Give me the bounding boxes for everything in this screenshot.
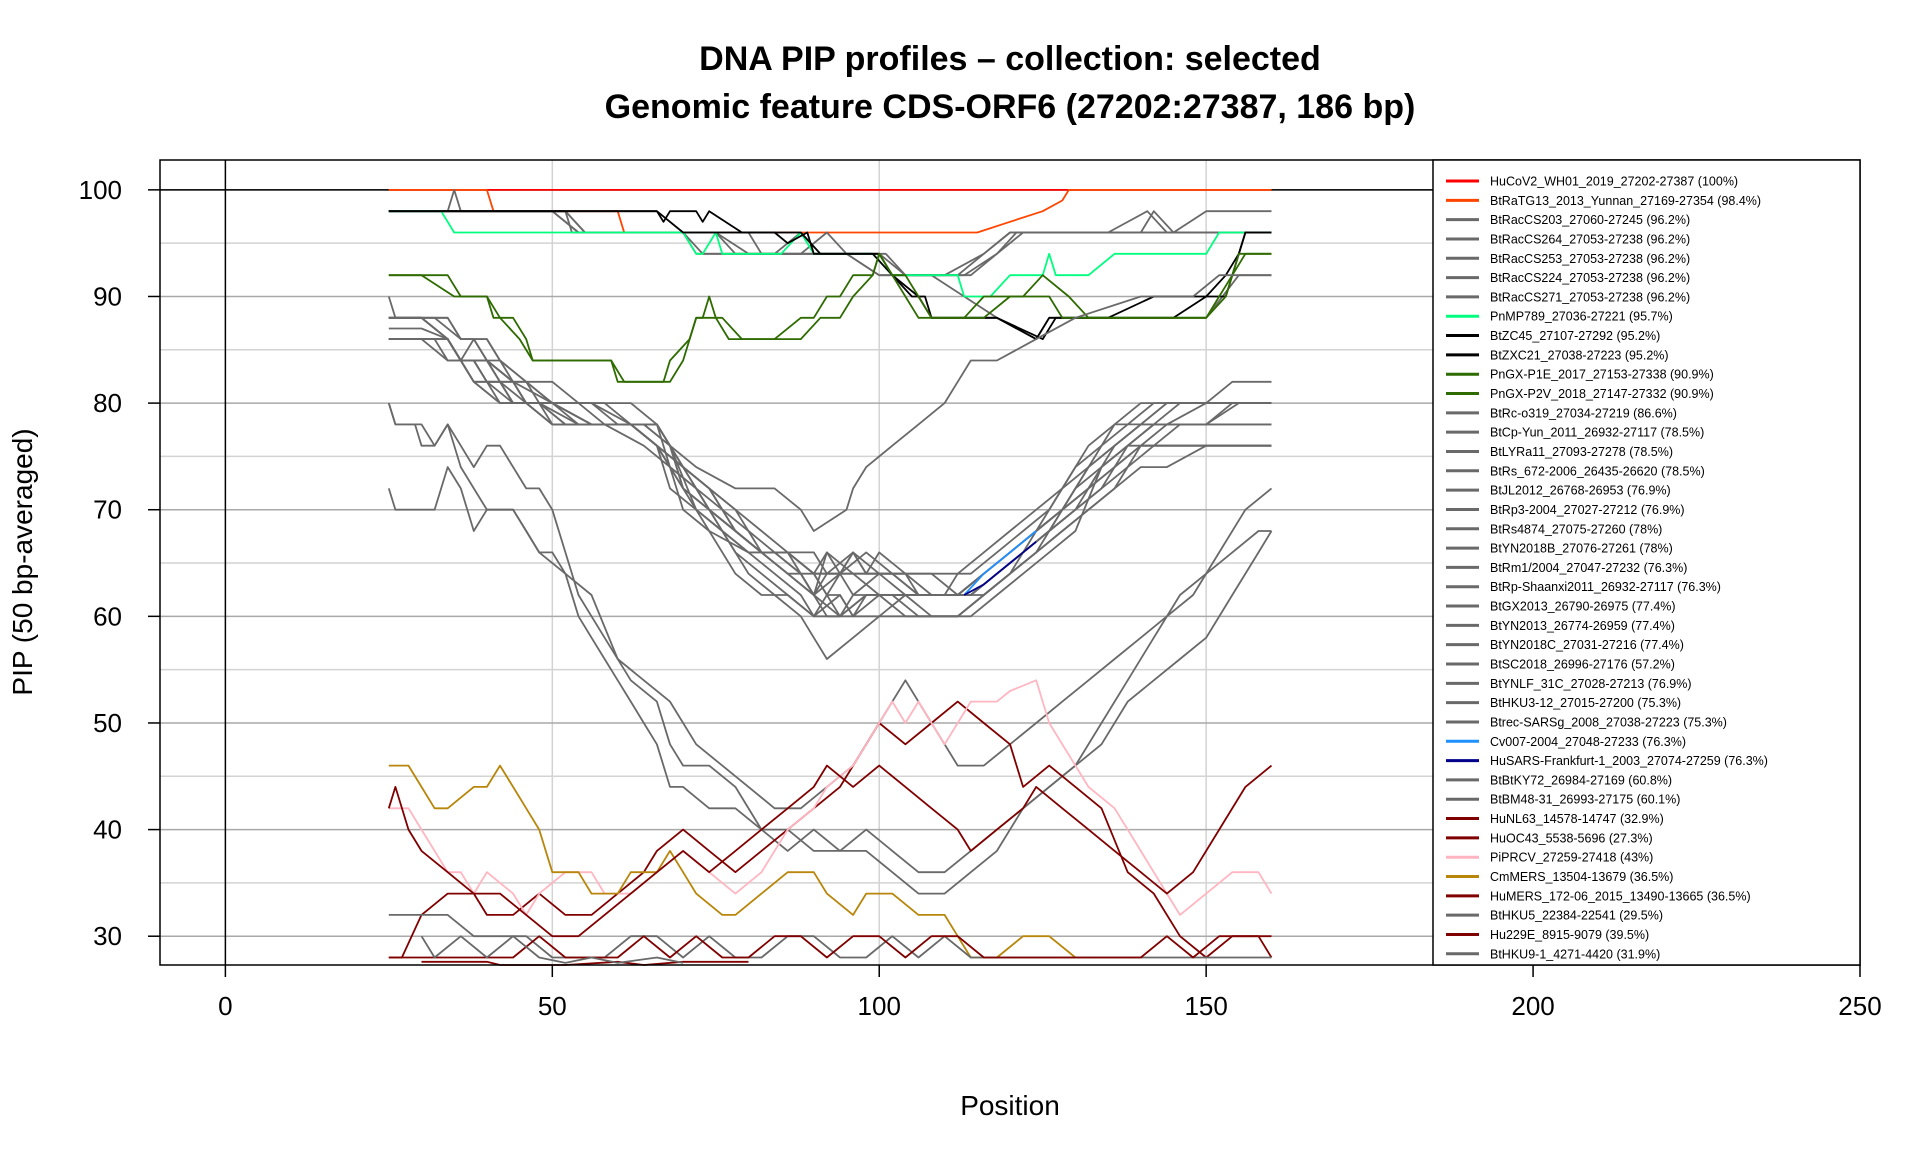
legend-entry: BtRp-Shaanxi2011_26932-27117 (76.3%) <box>1490 580 1721 594</box>
series-line-25 <box>387 402 1273 874</box>
series-line-30 <box>963 541 1037 596</box>
legend-entry: BtLYRa11_27093-27278 (78.5%) <box>1490 445 1673 459</box>
legend: HuCoV2_WH01_2019_27202-27387 (100%) BtRaT… <box>1432 159 1861 966</box>
series-line-37 <box>387 764 1273 938</box>
series-line-8 <box>388 210 1272 341</box>
series-line-27 <box>388 316 1272 618</box>
y-axis: 30 40 50 60 70 80 90 100 <box>79 175 160 951</box>
y-tick-label: 70 <box>93 495 122 525</box>
legend-entry: BtHKU5_22384-22541 (29.5%) <box>1490 909 1663 923</box>
y-tick-label: 30 <box>93 921 122 951</box>
y-tick-label: 100 <box>79 175 122 205</box>
series-line-40 <box>420 935 684 964</box>
legend-entry: BtYN2018B_27076-27261 (78%) <box>1490 542 1673 556</box>
legend-entry: Hu229E_8915-9079 (39.5%) <box>1490 928 1649 942</box>
x-tick-label: 100 <box>858 991 901 1021</box>
legend-entry: BtZXC21_27038-27223 (95.2%) <box>1490 348 1669 362</box>
legend-entry: BtRs_672-2006_26435-26620 (78.5%) <box>1490 464 1705 478</box>
series-line-11 <box>388 252 1272 383</box>
y-axis-label: PIP (50 bp-averaged) <box>7 428 38 695</box>
legend-entry: Btrec-SARSg_2008_27038-27223 (75.3%) <box>1490 715 1727 729</box>
legend-entry: PnGX-P2V_2018_27147-27332 (90.9%) <box>1490 387 1714 401</box>
legend-entry: BtRacCS271_27053-27238 (96.2%) <box>1490 290 1690 304</box>
series-line-21 <box>388 338 1272 618</box>
x-tick-label: 250 <box>1838 991 1881 1021</box>
chart-subtitle: Genomic feature CDS-ORF6 (27202:27387, 1… <box>605 88 1416 126</box>
legend-entry: Cv007-2004_27048-27233 (76.3%) <box>1490 735 1686 749</box>
y-tick-label: 90 <box>93 281 122 311</box>
chart-title: DNA PIP profiles – collection: selected <box>699 40 1321 78</box>
series-lines <box>387 188 1273 966</box>
legend-entry: BtRacCS224_27053-27238 (96.2%) <box>1490 271 1690 285</box>
legend-entry: BtBM48-31_26993-27175 (60.1%) <box>1490 793 1680 807</box>
legend-entry: HuCoV2_WH01_2019_27202-27387 (100%) <box>1490 175 1738 189</box>
legend-entry: BtRacCS203_27060-27245 (96.2%) <box>1490 213 1690 227</box>
legend-entry: HuSARS-Frankfurt-1_2003_27074-27259 (76.… <box>1490 754 1768 768</box>
x-tick-label: 50 <box>538 991 567 1021</box>
y-tick-label: 60 <box>93 601 122 631</box>
legend-entry: HuOC43_5538-5696 (27.3%) <box>1490 831 1653 845</box>
legend-entry: HuNL63_14578-14747 (32.9%) <box>1490 812 1664 826</box>
y-tick-label: 80 <box>93 388 122 418</box>
series-line-6 <box>388 210 1272 341</box>
series-line-9 <box>388 210 1272 341</box>
series-line-29 <box>963 530 1037 596</box>
legend-entry: PnGX-P1E_2017_27153-27338 (90.9%) <box>1490 368 1714 382</box>
legend-entry: HuMERS_172-06_2015_13490-13665 (36.5%) <box>1490 889 1751 903</box>
series-line-17 <box>388 338 1272 618</box>
y-tick-label: 40 <box>93 815 122 845</box>
legend-entry: BtYN2018C_27031-27216 (77.4%) <box>1490 638 1684 652</box>
y-tick-label: 50 <box>93 708 122 738</box>
legend-entry: BtHKU9-1_4271-4420 (31.9%) <box>1490 947 1660 961</box>
legend-entry: BtSC2018_26996-27176 (57.2%) <box>1490 658 1675 672</box>
x-axis: 0 50 100 150 200 250 <box>218 965 1882 1021</box>
series-line-16 <box>388 338 1272 618</box>
legend-entry: BtZC45_27107-27292 (95.2%) <box>1490 329 1660 343</box>
legend-entry: BtYN2013_26774-26959 (77.4%) <box>1490 619 1675 633</box>
legend-box <box>1432 159 1861 966</box>
legend-entry: PnMP789_27036-27221 (95.7%) <box>1490 310 1673 324</box>
legend-entry: BtRc-o319_27034-27219 (86.6%) <box>1490 406 1677 420</box>
legend-entry: PiPRCV_27259-27418 (43%) <box>1490 851 1653 865</box>
x-tick-label: 0 <box>218 991 232 1021</box>
legend-entry: BtCp-Yun_2011_26932-27117 (78.5%) <box>1490 426 1704 440</box>
series-line-28 <box>388 316 1272 618</box>
legend-entry: BtRp3-2004_27027-27212 (76.9%) <box>1490 503 1685 517</box>
series-line-10 <box>388 252 1272 383</box>
series-line-39 <box>388 935 1272 959</box>
legend-entry: BtRacCS264_27053-27238 (96.2%) <box>1490 232 1690 246</box>
series-line-32 <box>387 402 1273 810</box>
series-line-35 <box>388 679 1273 916</box>
x-tick-label: 200 <box>1511 991 1554 1021</box>
legend-entry: BtRm1/2004_27047-27232 (76.3%) <box>1490 561 1687 575</box>
legend-entry: BtYNLF_31C_27028-27213 (76.9%) <box>1490 677 1692 691</box>
legend-entry: BtBtKY72_26984-27169 (60.8%) <box>1490 773 1672 787</box>
x-tick-label: 150 <box>1184 991 1227 1021</box>
legend-entry: CmMERS_13504-13679 (36.5%) <box>1490 870 1673 884</box>
legend-entry: BtGX2013_26790-26975 (77.4%) <box>1490 600 1676 614</box>
series-line-15 <box>388 338 1272 618</box>
legend-entry: BtRaTG13_2013_Yunnan_27169-27354 (98.4%) <box>1490 194 1761 208</box>
series-line-36 <box>388 764 1076 959</box>
legend-entry: BtRs4874_27075-27260 (78%) <box>1490 522 1662 536</box>
x-axis-label: Position <box>960 1090 1060 1121</box>
legend-entry: BtHKU3-12_27015-27200 (75.3%) <box>1490 696 1681 710</box>
legend-entry: BtJL2012_26768-26953 (76.9%) <box>1490 484 1671 498</box>
legend-entry: BtRacCS253_27053-27238 (96.2%) <box>1490 252 1690 266</box>
